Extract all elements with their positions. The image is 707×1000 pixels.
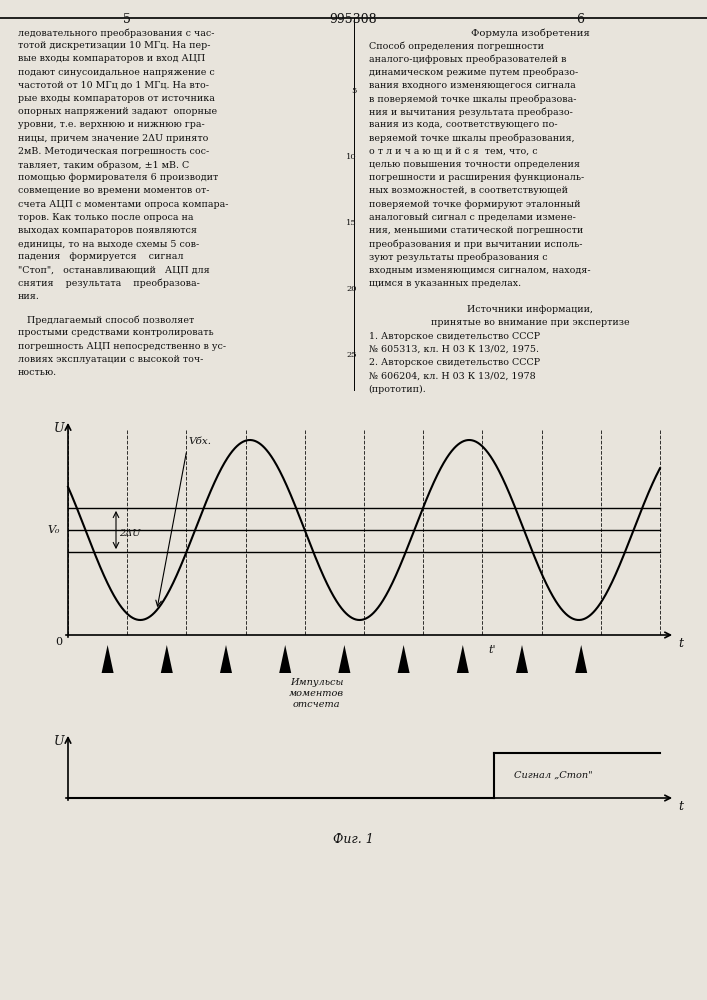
Text: вые входы компараторов и вход АЦП: вые входы компараторов и вход АЦП: [18, 54, 205, 63]
Polygon shape: [220, 645, 232, 673]
Text: единицы, то на выходе схемы 5 сов-: единицы, то на выходе схемы 5 сов-: [18, 239, 199, 248]
Text: падения   формируется    сигнал: падения формируется сигнал: [18, 252, 184, 261]
Text: совмещение во времени моментов от-: совмещение во времени моментов от-: [18, 186, 209, 195]
Text: ловиях эксплуатации с высокой точ-: ловиях эксплуатации с высокой точ-: [18, 355, 204, 364]
Text: тотой дискретизации 10 МГц. На пер-: тотой дискретизации 10 МГц. На пер-: [18, 41, 211, 50]
Text: Предлагаемый способ позволяет: Предлагаемый способ позволяет: [18, 315, 194, 325]
Text: погрешность АЦП непосредственно в ус-: погрешность АЦП непосредственно в ус-: [18, 342, 226, 351]
Text: рые входы компараторов от источника: рые входы компараторов от источника: [18, 94, 215, 103]
Text: 5: 5: [351, 87, 357, 95]
Text: 5: 5: [123, 13, 132, 26]
Text: помощью формирователя 6 производит: помощью формирователя 6 производит: [18, 173, 218, 182]
Polygon shape: [516, 645, 528, 673]
Text: тавляет, таким образом, ±1 мВ. С: тавляет, таким образом, ±1 мВ. С: [18, 160, 189, 169]
Text: Способ определения погрешности: Способ определения погрешности: [368, 41, 544, 51]
Text: 6: 6: [575, 13, 584, 26]
Text: уровни, т.е. верхнюю и нижнюю гра-: уровни, т.е. верхнюю и нижнюю гра-: [18, 120, 205, 129]
Text: ния, меньшими статической погрешности: ния, меньшими статической погрешности: [368, 226, 583, 235]
Text: счета АЦП с моментами опроса компара-: счета АЦП с моментами опроса компара-: [18, 200, 228, 209]
Text: U: U: [54, 422, 64, 435]
Text: торов. Как только после опроса на: торов. Как только после опроса на: [18, 213, 194, 222]
Polygon shape: [160, 645, 173, 673]
Text: (прототип).: (прототип).: [368, 384, 426, 394]
Text: t: t: [678, 800, 683, 813]
Text: аналого-цифровых преобразователей в: аналого-цифровых преобразователей в: [368, 54, 566, 64]
Text: 15: 15: [346, 219, 357, 227]
Text: веряемой точке шкалы преобразования,: веряемой точке шкалы преобразования,: [368, 134, 574, 143]
Text: V₀: V₀: [47, 525, 60, 535]
Polygon shape: [575, 645, 588, 673]
Text: № 605313, кл. Н 03 К 13/02, 1975.: № 605313, кл. Н 03 К 13/02, 1975.: [368, 345, 539, 354]
Text: 0: 0: [55, 637, 62, 647]
Text: ния.: ния.: [18, 292, 40, 301]
Text: "Стоп",   останавливающий   АЦП для: "Стоп", останавливающий АЦП для: [18, 266, 210, 275]
Text: в поверяемой точке шкалы преобразова-: в поверяемой точке шкалы преобразова-: [368, 94, 576, 104]
Text: 2ΔU: 2ΔU: [119, 530, 141, 538]
Text: погрешности и расширения функциональ-: погрешности и расширения функциональ-: [368, 173, 584, 182]
Text: аналоговый сигнал с пределами измене-: аналоговый сигнал с пределами измене-: [368, 213, 575, 222]
Text: вания входного изменяющегося сигнала: вания входного изменяющегося сигнала: [368, 81, 575, 90]
Text: зуют результаты преобразования с: зуют результаты преобразования с: [368, 252, 547, 262]
Text: Импульсы
моментов
отсчета: Импульсы моментов отсчета: [289, 678, 344, 709]
Text: U: U: [54, 735, 64, 748]
Text: выходах компараторов появляются: выходах компараторов появляются: [18, 226, 197, 235]
Text: Vбх.: Vбх.: [189, 437, 212, 446]
Text: ния и вычитания результата преобразо-: ния и вычитания результата преобразо-: [368, 107, 573, 117]
Text: ных возможностей, в соответствующей: ных возможностей, в соответствующей: [368, 186, 568, 195]
Polygon shape: [397, 645, 409, 673]
Text: 1. Авторское свидетельство СССР: 1. Авторское свидетельство СССР: [368, 332, 539, 341]
Text: частотой от 10 МГц до 1 МГц. На вто-: частотой от 10 МГц до 1 МГц. На вто-: [18, 81, 209, 90]
Text: поверяемой точке формируют эталонный: поверяемой точке формируют эталонный: [368, 200, 580, 209]
Text: № 606204, кл. Н 03 К 13/02, 1978: № 606204, кл. Н 03 К 13/02, 1978: [368, 371, 535, 380]
Text: Фиг. 1: Фиг. 1: [333, 833, 374, 846]
Text: Сигнал „Стоп": Сигнал „Стоп": [514, 771, 593, 780]
Text: 20: 20: [346, 285, 357, 293]
Text: о т л и ч а ю щ и й с я  тем, что, с: о т л и ч а ю щ и й с я тем, что, с: [368, 147, 537, 156]
Text: Формула изобретения: Формула изобретения: [471, 28, 590, 37]
Polygon shape: [102, 645, 114, 673]
Text: 10: 10: [346, 153, 357, 161]
Polygon shape: [457, 645, 469, 673]
Text: 2. Авторское свидетельство СССР: 2. Авторское свидетельство СССР: [368, 358, 539, 367]
Text: щимся в указанных пределах.: щимся в указанных пределах.: [368, 279, 520, 288]
Text: принятые во внимание при экспертизе: принятые во внимание при экспертизе: [431, 318, 629, 327]
Text: ледовательного преобразования с час-: ледовательного преобразования с час-: [18, 28, 214, 37]
Text: 995308: 995308: [329, 13, 378, 26]
Text: t: t: [678, 637, 683, 650]
Text: снятия    результата    преобразова-: снятия результата преобразова-: [18, 279, 200, 288]
Text: t': t': [489, 645, 496, 655]
Text: опорных напряжений задают  опорные: опорных напряжений задают опорные: [18, 107, 217, 116]
Text: динамическом режиме путем преобразо-: динамическом режиме путем преобразо-: [368, 68, 578, 77]
Text: вания из кода, соответствующего по-: вания из кода, соответствующего по-: [368, 120, 557, 129]
Text: Источники информации,: Источники информации,: [467, 305, 593, 314]
Text: ницы, причем значение 2ΔU принято: ницы, причем значение 2ΔU принято: [18, 134, 209, 143]
Text: 2мВ. Методическая погрешность сос-: 2мВ. Методическая погрешность сос-: [18, 147, 209, 156]
Text: простыми средствами контролировать: простыми средствами контролировать: [18, 328, 214, 337]
Polygon shape: [339, 645, 351, 673]
Text: подают синусоидальное напряжение с: подают синусоидальное напряжение с: [18, 68, 215, 77]
Text: 25: 25: [346, 351, 357, 359]
Text: ностью.: ностью.: [18, 368, 57, 377]
Polygon shape: [279, 645, 291, 673]
Text: преобразования и при вычитании исполь-: преобразования и при вычитании исполь-: [368, 239, 582, 249]
Text: целью повышения точности определения: целью повышения точности определения: [368, 160, 580, 169]
Text: входным изменяющимся сигналом, находя-: входным изменяющимся сигналом, находя-: [368, 266, 590, 275]
